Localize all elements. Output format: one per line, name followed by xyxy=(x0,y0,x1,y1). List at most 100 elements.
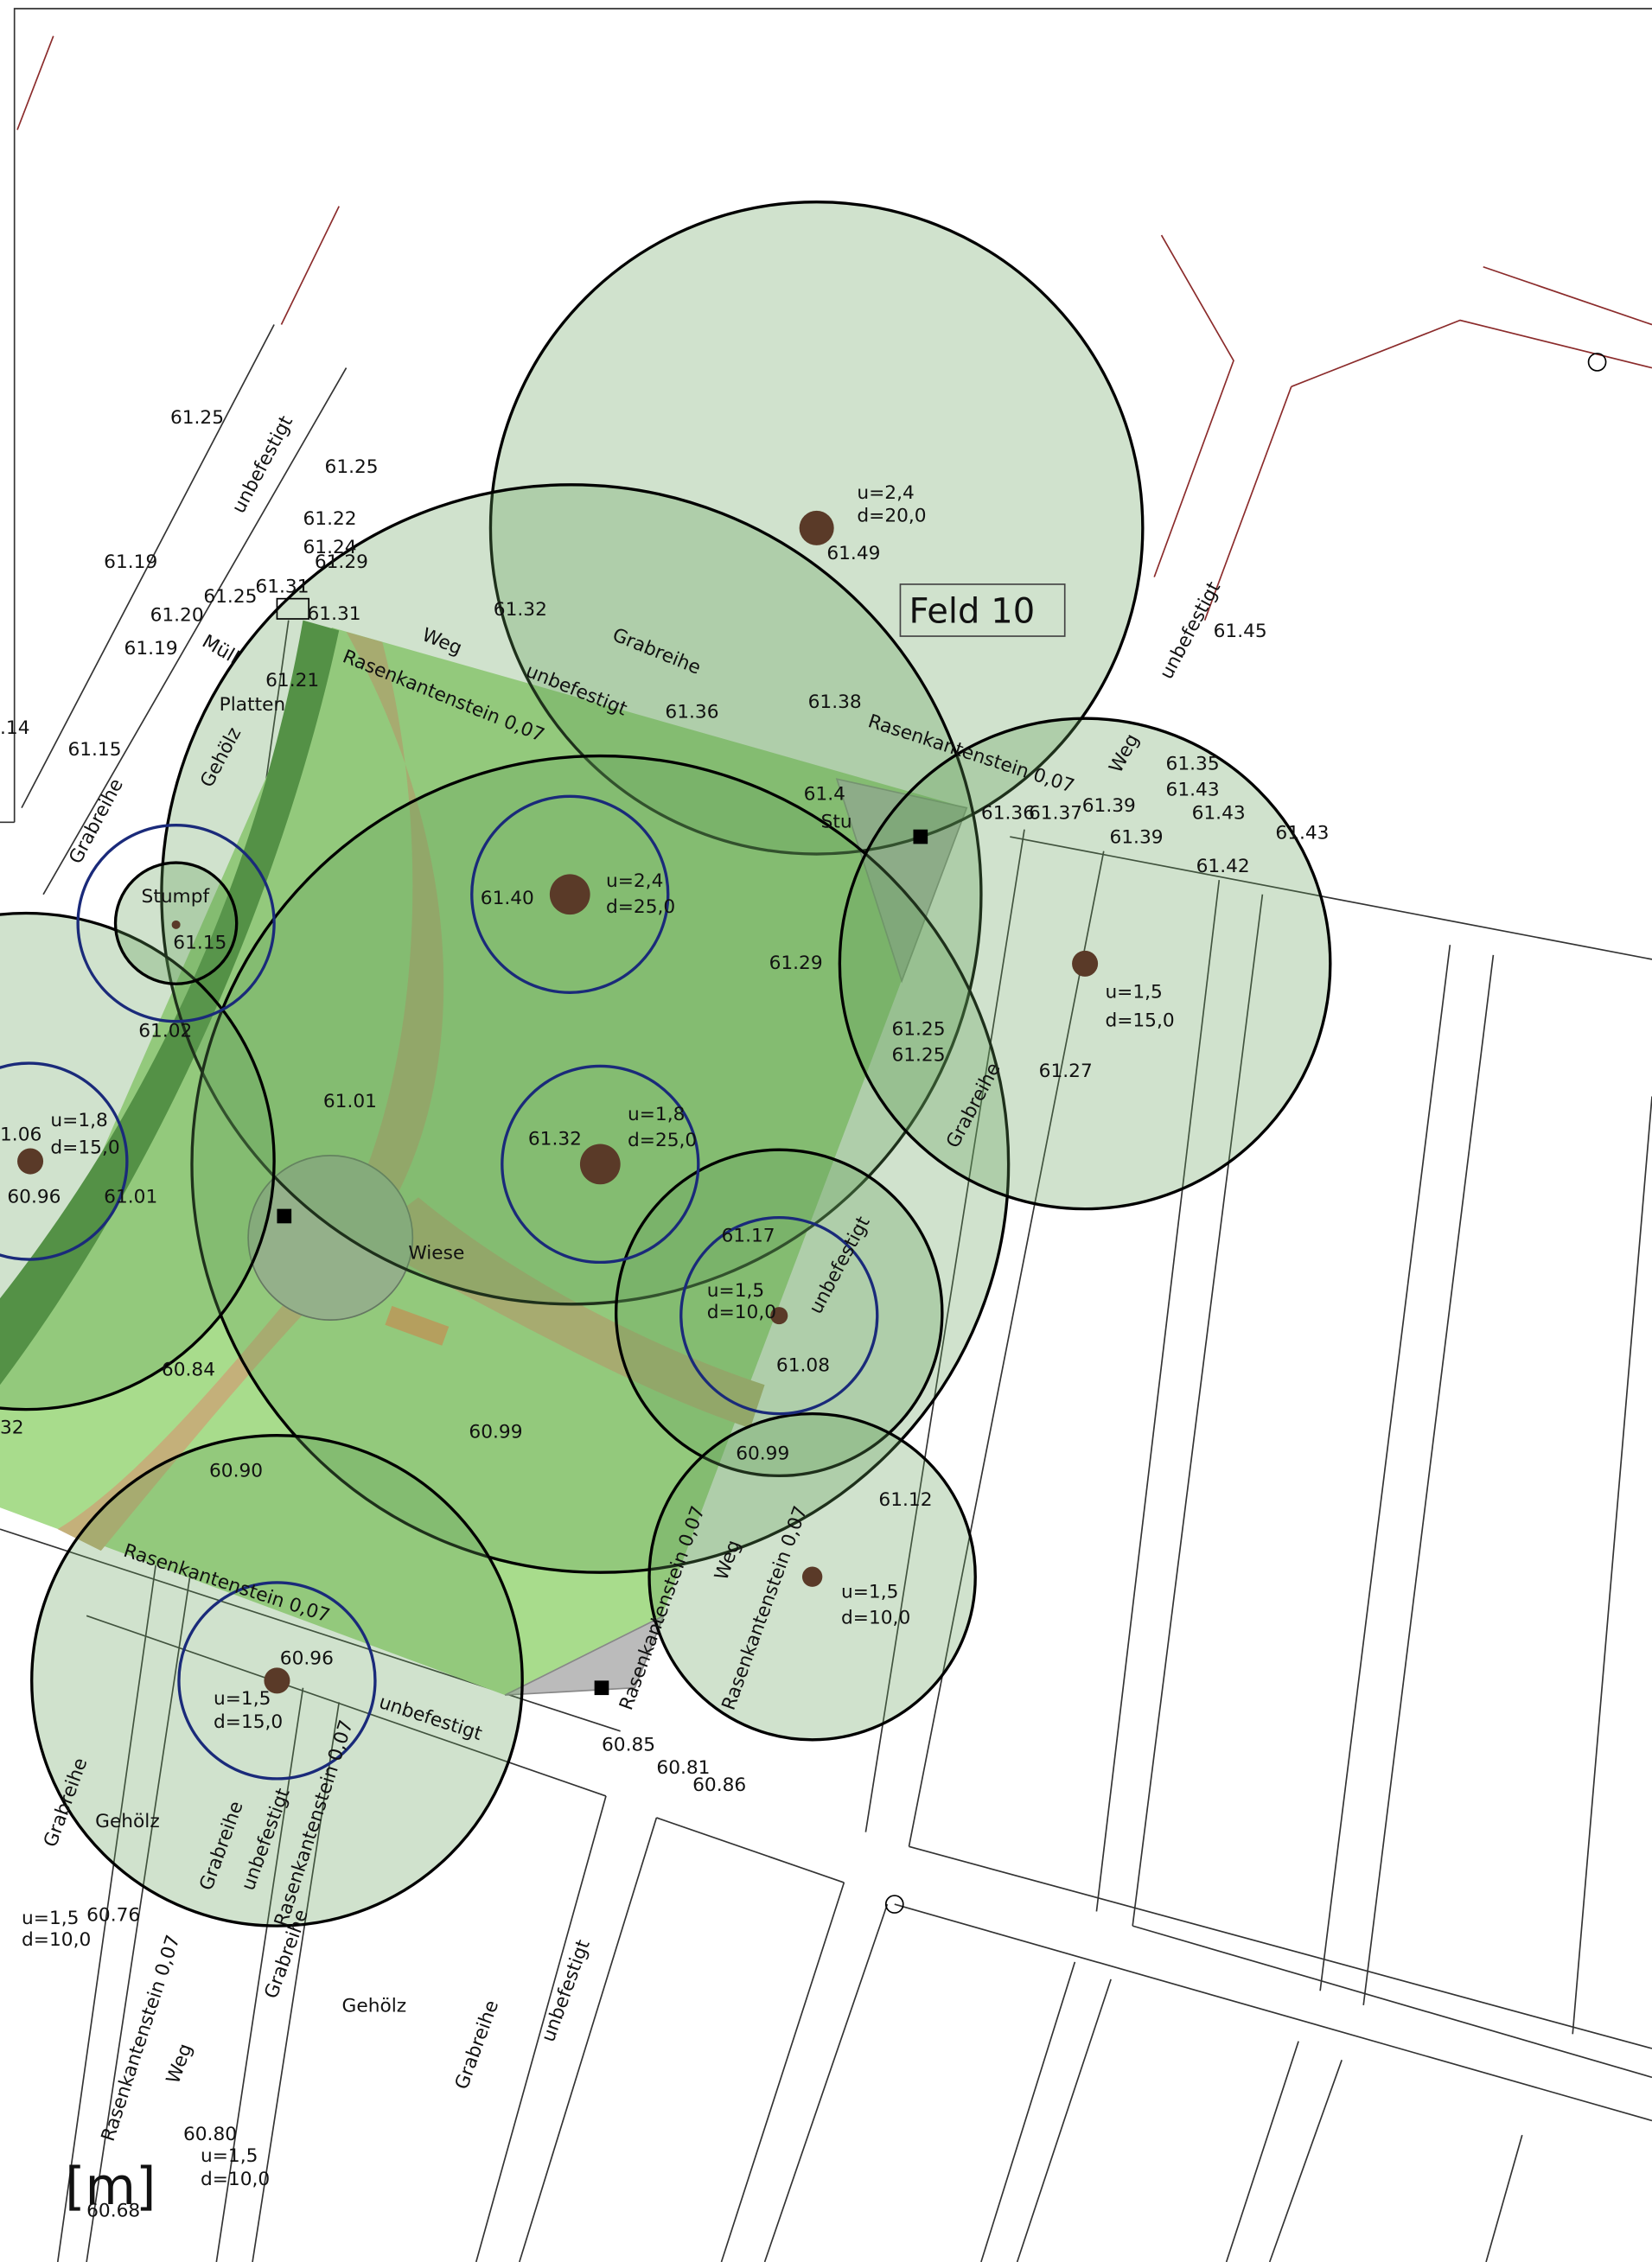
map-label: [m] xyxy=(65,2157,156,2217)
map-label: 61.19 xyxy=(104,551,157,573)
map-label: 61.21 xyxy=(265,670,319,691)
map-label: d=10,0 xyxy=(201,2169,270,2190)
map-label: 60.81 xyxy=(656,1757,710,1779)
map-label: Gehölz xyxy=(95,1811,160,1832)
map-label: Wiese xyxy=(408,1242,464,1264)
map-label: 60.96 xyxy=(7,1186,61,1207)
map-label: 61.19 xyxy=(124,638,178,659)
map-label: Stumpf xyxy=(142,886,211,908)
map-label: d=10,0 xyxy=(22,1929,91,1951)
map-label: Stu xyxy=(821,811,852,832)
map-label: 61.01 xyxy=(323,1091,377,1112)
root-zones xyxy=(0,794,879,1781)
map-label: 61.49 xyxy=(826,543,880,564)
map-label: d=25,0 xyxy=(628,1130,697,1151)
map-label: 61.42 xyxy=(1196,856,1250,877)
map-label: 61.40 xyxy=(481,888,534,909)
paving xyxy=(835,778,968,984)
map-label: d=10,0 xyxy=(707,1302,776,1323)
bin xyxy=(276,597,309,620)
map-label: d=25,0 xyxy=(606,896,675,918)
map-label: d=10,0 xyxy=(841,1608,910,1629)
map-label: 60.68 xyxy=(86,2201,140,2222)
map-label: 61.24 xyxy=(303,537,356,558)
map-label: 61.25 xyxy=(170,407,224,429)
map-label: u=1,8 xyxy=(628,1104,685,1125)
field-box xyxy=(899,583,1066,637)
marker xyxy=(884,1895,904,1914)
bench xyxy=(385,1305,450,1346)
map-label: u=2,4 xyxy=(606,870,663,892)
map-label: .14 xyxy=(0,717,30,739)
map-label: 60.90 xyxy=(209,1460,263,1481)
map-label: 60.85 xyxy=(602,1734,655,1755)
trunks xyxy=(17,510,1099,1694)
map-label: 60.96 xyxy=(280,1647,334,1669)
map-label: 61.25 xyxy=(891,1045,945,1067)
map-label: u=1,5 xyxy=(1105,981,1162,1003)
boundary xyxy=(16,35,1652,621)
map-label: 61.39 xyxy=(1082,795,1136,817)
grave-grid xyxy=(0,324,1652,2262)
map-label: u=1,5 xyxy=(707,1280,764,1302)
map-label: 61.31 xyxy=(307,603,360,625)
posts xyxy=(277,829,928,1696)
map-label: 61.20 xyxy=(150,605,204,627)
map-label: 61.36 xyxy=(981,802,1035,824)
map-label: 61.43 xyxy=(1166,780,1220,801)
map-label: u=1,5 xyxy=(201,2145,258,2167)
map-label: 61.32 xyxy=(494,599,547,621)
frame xyxy=(13,8,1652,823)
map-label: 61.32 xyxy=(528,1129,582,1150)
map-label: 61.38 xyxy=(808,691,862,713)
map-label: u=1,5 xyxy=(841,1582,898,1603)
map-label: 32 xyxy=(0,1417,24,1438)
map-label: 61.39 xyxy=(1109,827,1163,849)
path-way xyxy=(57,632,444,1552)
map-label: 60.76 xyxy=(86,1904,140,1926)
map-label: 61.4 xyxy=(804,784,845,806)
map-label: 61.25 xyxy=(325,456,379,478)
map-label: 61.25 xyxy=(891,1019,945,1041)
map-label: 61.08 xyxy=(776,1355,830,1377)
map-label: 61.15 xyxy=(67,739,121,761)
map-label: Feld 10 xyxy=(909,591,1035,631)
paving xyxy=(504,1614,666,1696)
map-label: Gehölz xyxy=(342,1996,407,2017)
map-label: 61.31 xyxy=(255,576,309,597)
map-label: u=1,5 xyxy=(22,1908,79,1929)
map-label: d=15,0 xyxy=(214,1711,283,1733)
map-label: 61.02 xyxy=(138,1020,192,1042)
map-label: 61.27 xyxy=(1039,1061,1093,1082)
map-label: 60.84 xyxy=(162,1360,215,1381)
path-way xyxy=(360,1197,765,1429)
map-label: 61.43 xyxy=(1275,823,1329,844)
map-label: 1.06 xyxy=(0,1125,41,1146)
map-label: 61.22 xyxy=(303,508,356,530)
paving-circle xyxy=(247,1155,414,1321)
map-label: 61.25 xyxy=(203,586,257,608)
map-label: u=1,5 xyxy=(214,1688,271,1710)
map-label: Platten xyxy=(220,694,285,716)
map-label: d=15,0 xyxy=(50,1137,119,1159)
map-label: 61.29 xyxy=(769,953,823,974)
map-label: 60.86 xyxy=(692,1775,746,1796)
marker xyxy=(1587,353,1607,372)
map-label: 60.99 xyxy=(736,1443,789,1464)
map-label: 61.01 xyxy=(104,1186,157,1207)
map-label: 61.29 xyxy=(315,551,368,573)
map-label: 61.36 xyxy=(665,701,718,723)
map-label: 61.45 xyxy=(1214,621,1267,642)
map-label: d=20,0 xyxy=(857,506,926,527)
map-label: u=2,4 xyxy=(857,482,914,504)
map-label: 61.37 xyxy=(1029,802,1082,824)
map-label: 61.15 xyxy=(173,933,226,954)
map-label: 61.17 xyxy=(721,1225,775,1246)
map-label: 60.99 xyxy=(469,1421,522,1443)
map-label: 61.43 xyxy=(1192,802,1246,824)
hedge xyxy=(0,620,340,1386)
map-label: 60.80 xyxy=(183,2124,237,2145)
map-label: 61.35 xyxy=(1166,754,1220,775)
map-label: d=15,0 xyxy=(1105,1010,1174,1032)
